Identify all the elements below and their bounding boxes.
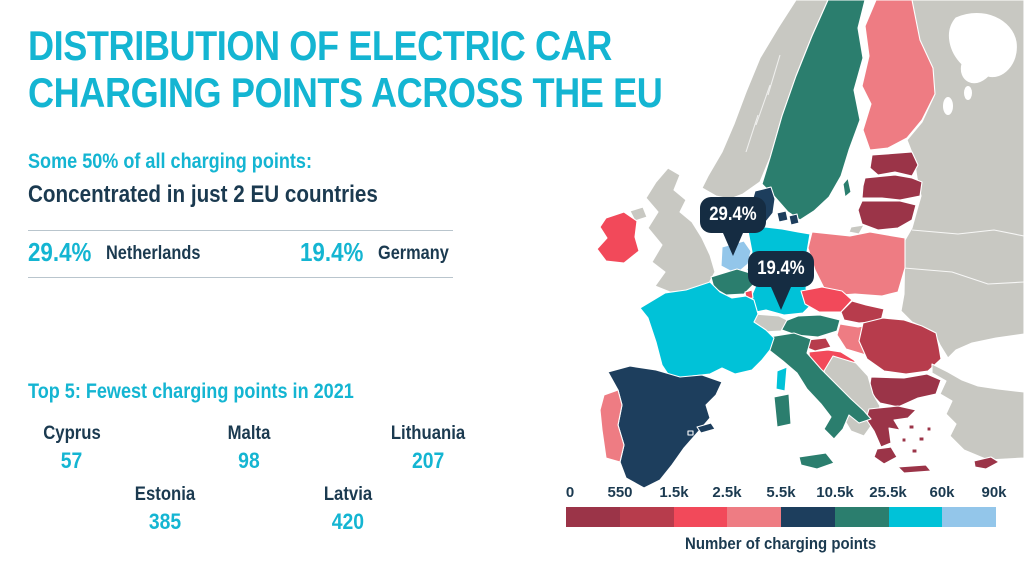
fewest-item-latvia-value: 420 [331, 509, 365, 534]
country-turkey [931, 363, 1024, 461]
region-kaliningrad [848, 224, 865, 235]
legend-swatch-1 [619, 507, 674, 527]
fewest-item-cyprus: Cyprus 57 [39, 424, 104, 472]
island-sardinia [773, 393, 792, 428]
lake-ladoga [943, 97, 953, 115]
east-internal-border-2 [903, 267, 1024, 285]
legend-tick-2: 1.5k [659, 484, 689, 501]
island-sicily [798, 452, 835, 470]
lake-onega [964, 86, 972, 100]
legend-tick-8: 90k [981, 484, 1007, 501]
legend-tick-5: 10.5k [816, 484, 854, 501]
country-ireland [596, 211, 640, 264]
divider-bottom [28, 277, 453, 278]
page-title: DISTRIBUTION OF ELECTRIC CAR CHARGING PO… [28, 22, 766, 117]
fewest-item-latvia-name: Latvia [323, 484, 373, 505]
country-greece [865, 405, 917, 448]
legend-swatch-2 [673, 507, 728, 527]
europe-choropleth-map: 29.4% 19.4% 0 550 1.5k 2.5k 5.5k 10.5k 2… [560, 0, 1024, 576]
legend-tick-6: 25.5k [869, 484, 907, 501]
divider-top [28, 230, 453, 231]
concentration-heading-highlight: Some 50% of all charging points: [28, 150, 312, 173]
legend-tick-1: 550 [607, 484, 633, 501]
fewest-item-latvia: Latvia 420 [321, 485, 376, 533]
map-legend: 0 550 1.5k 2.5k 5.5k 10.5k 25.5k 60k 90k [565, 484, 1007, 554]
norway-fjord-lines [745, 54, 781, 153]
callout-netherlands: 29.4% [700, 197, 766, 256]
page-title-line1: DISTRIBUTION OF ELECTRIC CAR [28, 22, 612, 69]
country-slovakia [840, 300, 885, 324]
fewest-heading: Top 5: Fewest charging points in 2021 [28, 380, 354, 403]
country-poland [807, 231, 906, 297]
legend-caption: Number of charging points [685, 534, 877, 553]
east-internal-border-1 [911, 229, 1024, 237]
fewest-item-lithuania-name: Lithuania [390, 423, 466, 444]
country-sweden [761, 0, 866, 221]
legend-swatch-5 [834, 507, 889, 527]
stat-germany-country: Germany [377, 243, 449, 264]
legend-tick-4: 5.5k [766, 484, 796, 501]
fewest-item-cyprus-value: 57 [61, 448, 83, 473]
page-title-line2: CHARGING POINTS ACROSS THE EU [28, 69, 663, 117]
callout-germany: 19.4% [748, 251, 814, 310]
concentration-heading-main: Concentrated in just 2 EU countries [28, 181, 378, 208]
country-italy [768, 332, 872, 440]
stat-netherlands: 29.4% Netherlands [28, 239, 216, 265]
fewest-item-malta: Malta 98 [225, 424, 274, 472]
country-finland [861, 0, 936, 151]
white-sea [948, 13, 1017, 84]
country-estonia [869, 151, 919, 177]
aegean-islands [901, 424, 932, 454]
legend-tick-3: 2.5k [712, 484, 742, 501]
country-portugal [599, 389, 625, 463]
legend-swatch-3 [727, 507, 781, 527]
country-cyprus [973, 456, 1000, 470]
fewest-item-estonia-value: 385 [148, 509, 182, 534]
stat-germany: 19.4% Germany [300, 239, 460, 265]
legend-swatch-0 [566, 507, 620, 527]
fewest-item-lithuania: Lithuania 207 [386, 424, 470, 472]
fewest-item-cyprus-name: Cyprus [43, 423, 101, 444]
legend-swatch-7 [942, 507, 996, 527]
legend-tick-0: 0 [565, 484, 575, 501]
stat-netherlands-country: Netherlands [105, 243, 201, 264]
fewest-item-malta-value: 98 [238, 448, 260, 473]
callout-germany-label: 19.4% [757, 258, 805, 279]
island-gotland [842, 177, 852, 198]
legend-tick-7: 60k [929, 484, 955, 501]
callout-netherlands-label: 29.4% [709, 204, 757, 225]
island-corsica [775, 366, 788, 392]
legend-ticks: 0 550 1.5k 2.5k 5.5k 10.5k 25.5k 60k 90k [565, 484, 1007, 503]
legend-color-scale [566, 507, 996, 527]
country-romania [858, 317, 942, 375]
legend-swatch-6 [888, 507, 943, 527]
country-lithuania [857, 200, 917, 231]
region-northern-ireland [629, 206, 648, 222]
fewest-item-estonia-name: Estonia [134, 484, 196, 505]
europe-map-svg [596, 0, 1024, 489]
fewest-item-lithuania-value: 207 [411, 448, 445, 473]
country-austria [779, 314, 841, 338]
legend-swatch-4 [781, 507, 835, 527]
country-latvia [861, 174, 923, 201]
fewest-item-malta-name: Malta [227, 423, 271, 444]
country-bulgaria [868, 373, 942, 408]
denmark-islands [776, 210, 800, 226]
islands-balearic [687, 422, 716, 436]
greece-peloponnese [873, 446, 898, 465]
stat-netherlands-percent: 29.4% [28, 237, 92, 267]
fewest-item-estonia: Estonia 385 [131, 485, 200, 533]
island-crete [897, 464, 932, 474]
stat-germany-percent: 19.4% [300, 237, 364, 267]
